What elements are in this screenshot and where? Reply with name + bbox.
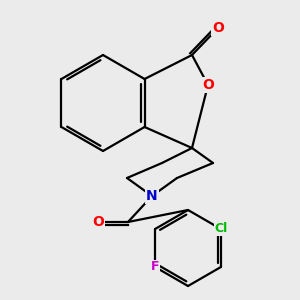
Text: O: O [212, 21, 224, 35]
Text: Cl: Cl [214, 223, 227, 236]
Text: N: N [146, 189, 158, 203]
Text: O: O [202, 78, 214, 92]
Text: F: F [151, 260, 159, 274]
Text: O: O [92, 215, 104, 229]
